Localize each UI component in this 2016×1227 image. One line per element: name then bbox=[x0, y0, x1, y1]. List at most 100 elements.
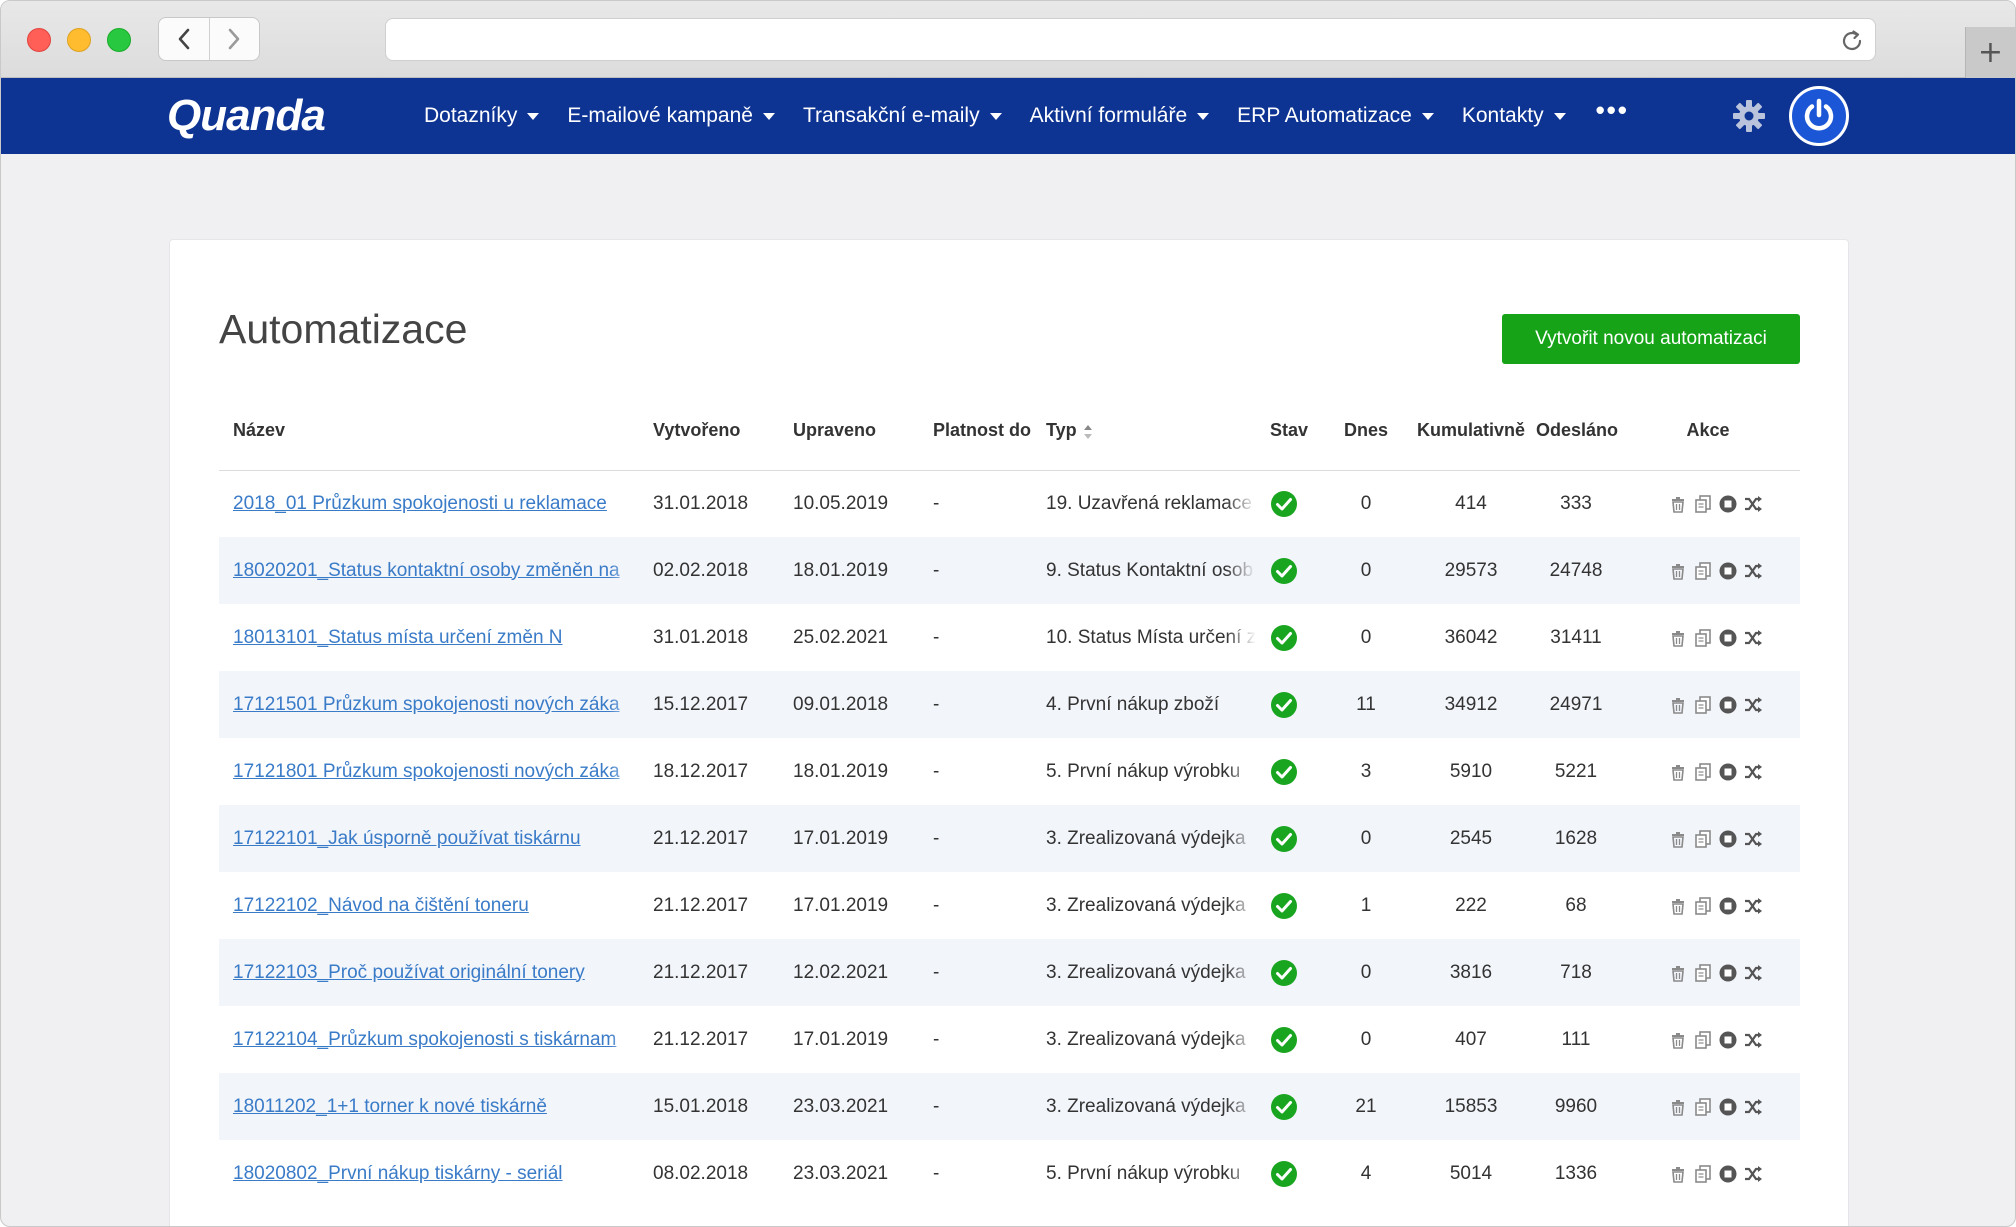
automation-link[interactable]: 17122102_Návod na čištění toneru bbox=[233, 894, 529, 916]
copy-icon[interactable] bbox=[1693, 1164, 1713, 1184]
trash-icon[interactable] bbox=[1668, 695, 1688, 715]
menu-item-erp-automatizace[interactable]: ERP Automatizace bbox=[1237, 104, 1434, 128]
shuffle-icon[interactable] bbox=[1743, 963, 1763, 983]
trash-icon[interactable] bbox=[1668, 494, 1688, 514]
address-bar[interactable] bbox=[385, 18, 1876, 61]
type-fade bbox=[1226, 604, 1256, 671]
col-header-today[interactable]: Dnes bbox=[1326, 392, 1406, 471]
automation-link[interactable]: 18011202_1+1 torner k nové tiskárně bbox=[233, 1095, 547, 1117]
trash-icon[interactable] bbox=[1668, 628, 1688, 648]
col-header-valid-until[interactable]: Platnost do bbox=[919, 392, 1032, 471]
menu-item-aktivni-formulare[interactable]: Aktivní formuláře bbox=[1030, 104, 1210, 128]
maximize-window-button[interactable] bbox=[107, 28, 131, 52]
check-circle-icon[interactable] bbox=[1270, 758, 1298, 786]
trash-icon[interactable] bbox=[1668, 762, 1688, 782]
col-header-cumulative[interactable]: Kumulativně bbox=[1406, 392, 1536, 471]
cell-today: 0 bbox=[1326, 939, 1406, 1006]
stop-icon[interactable] bbox=[1718, 963, 1738, 983]
copy-icon[interactable] bbox=[1693, 628, 1713, 648]
check-circle-icon[interactable] bbox=[1270, 1026, 1298, 1054]
automation-link[interactable]: 17122101_Jak úsporně používat tiskárnu bbox=[233, 827, 581, 849]
new-tab-button[interactable]: + bbox=[1965, 27, 2015, 78]
check-circle-icon[interactable] bbox=[1270, 490, 1298, 518]
check-circle-icon[interactable] bbox=[1270, 624, 1298, 652]
automation-link[interactable]: 17121801 Průzkum spokojenosti nových zák… bbox=[233, 760, 620, 782]
check-circle-icon[interactable] bbox=[1270, 825, 1298, 853]
automation-link[interactable]: 2018_01 Průzkum spokojenosti u reklamace bbox=[233, 492, 607, 514]
automation-link[interactable]: 17121501 Průzkum spokojenosti nových zák… bbox=[233, 693, 620, 715]
trash-icon[interactable] bbox=[1668, 1030, 1688, 1050]
shuffle-icon[interactable] bbox=[1743, 896, 1763, 916]
copy-icon[interactable] bbox=[1693, 1097, 1713, 1117]
quanda-logo[interactable]: Quanda bbox=[167, 91, 326, 140]
automation-link[interactable]: 17122104_Průzkum spokojenosti s tiskárna… bbox=[233, 1028, 617, 1050]
trash-icon[interactable] bbox=[1668, 1097, 1688, 1117]
col-header-status[interactable]: Stav bbox=[1256, 392, 1326, 471]
copy-icon[interactable] bbox=[1693, 561, 1713, 581]
stop-icon[interactable] bbox=[1718, 1164, 1738, 1184]
stop-icon[interactable] bbox=[1718, 561, 1738, 581]
menu-item-kontakty[interactable]: Kontakty bbox=[1462, 104, 1566, 128]
shuffle-icon[interactable] bbox=[1743, 695, 1763, 715]
stop-icon[interactable] bbox=[1718, 896, 1738, 916]
shuffle-icon[interactable] bbox=[1743, 494, 1763, 514]
shuffle-icon[interactable] bbox=[1743, 1097, 1763, 1117]
stop-icon[interactable] bbox=[1718, 829, 1738, 849]
copy-icon[interactable] bbox=[1693, 494, 1713, 514]
stop-icon[interactable] bbox=[1718, 628, 1738, 648]
gear-icon[interactable] bbox=[1732, 99, 1766, 133]
shuffle-icon[interactable] bbox=[1743, 762, 1763, 782]
check-circle-icon[interactable] bbox=[1270, 557, 1298, 585]
reload-icon[interactable] bbox=[1839, 28, 1865, 54]
copy-icon[interactable] bbox=[1693, 1030, 1713, 1050]
stop-icon[interactable] bbox=[1718, 762, 1738, 782]
automation-link[interactable]: 18020802_První nákup tiskárny - seriál bbox=[233, 1162, 563, 1184]
stop-icon[interactable] bbox=[1718, 695, 1738, 715]
col-header-type[interactable]: Typ bbox=[1032, 392, 1256, 471]
back-button[interactable] bbox=[159, 18, 209, 60]
automation-link[interactable]: 18020201_Status kontaktní osoby změněn n… bbox=[233, 559, 620, 581]
shuffle-icon[interactable] bbox=[1743, 1030, 1763, 1050]
shuffle-icon[interactable] bbox=[1743, 829, 1763, 849]
trash-icon[interactable] bbox=[1668, 829, 1688, 849]
trash-icon[interactable] bbox=[1668, 896, 1688, 916]
cell-name: 17122101_Jak úsporně používat tiskárnu bbox=[219, 805, 639, 872]
trash-icon[interactable] bbox=[1668, 1164, 1688, 1184]
user-avatar-button[interactable] bbox=[1789, 86, 1849, 146]
shuffle-icon[interactable] bbox=[1743, 561, 1763, 581]
forward-button[interactable] bbox=[208, 18, 260, 60]
check-circle-icon[interactable] bbox=[1270, 959, 1298, 987]
check-circle-icon[interactable] bbox=[1270, 892, 1298, 920]
copy-icon[interactable] bbox=[1693, 896, 1713, 916]
more-menu-button[interactable]: ••• bbox=[1595, 94, 1629, 125]
col-header-created[interactable]: Vytvořeno bbox=[639, 392, 779, 471]
type-label: 3. Zrealizovaná výdejka bbox=[1046, 1028, 1246, 1050]
stop-icon[interactable] bbox=[1718, 1030, 1738, 1050]
close-window-button[interactable] bbox=[27, 28, 51, 52]
table-header-row: Název Vytvořeno Upraveno Platnost do Typ… bbox=[219, 392, 1800, 471]
minimize-window-button[interactable] bbox=[67, 28, 91, 52]
trash-icon[interactable] bbox=[1668, 963, 1688, 983]
check-circle-icon[interactable] bbox=[1270, 1093, 1298, 1121]
cell-status bbox=[1256, 1006, 1326, 1073]
automation-link[interactable]: 18013101_Status místa určení změn N bbox=[233, 626, 563, 648]
stop-icon[interactable] bbox=[1718, 1097, 1738, 1117]
check-circle-icon[interactable] bbox=[1270, 691, 1298, 719]
copy-icon[interactable] bbox=[1693, 695, 1713, 715]
col-header-sent[interactable]: Odesláno bbox=[1536, 392, 1618, 471]
copy-icon[interactable] bbox=[1693, 829, 1713, 849]
menu-item-dotazniky[interactable]: Dotazníky bbox=[424, 104, 540, 128]
copy-icon[interactable] bbox=[1693, 762, 1713, 782]
menu-item-transakcni-emaily[interactable]: Transakční e-maily bbox=[803, 104, 1002, 128]
copy-icon[interactable] bbox=[1693, 963, 1713, 983]
create-automation-button[interactable]: Vytvořit novou automatizaci bbox=[1502, 314, 1800, 364]
automation-link[interactable]: 17122103_Proč používat originální tonery bbox=[233, 961, 585, 983]
trash-icon[interactable] bbox=[1668, 561, 1688, 581]
stop-icon[interactable] bbox=[1718, 494, 1738, 514]
col-header-name[interactable]: Název bbox=[219, 392, 639, 471]
shuffle-icon[interactable] bbox=[1743, 1164, 1763, 1184]
col-header-updated[interactable]: Upraveno bbox=[779, 392, 919, 471]
check-circle-icon[interactable] bbox=[1270, 1160, 1298, 1188]
menu-item-emailove-kampane[interactable]: E-mailové kampaně bbox=[567, 104, 775, 128]
shuffle-icon[interactable] bbox=[1743, 628, 1763, 648]
